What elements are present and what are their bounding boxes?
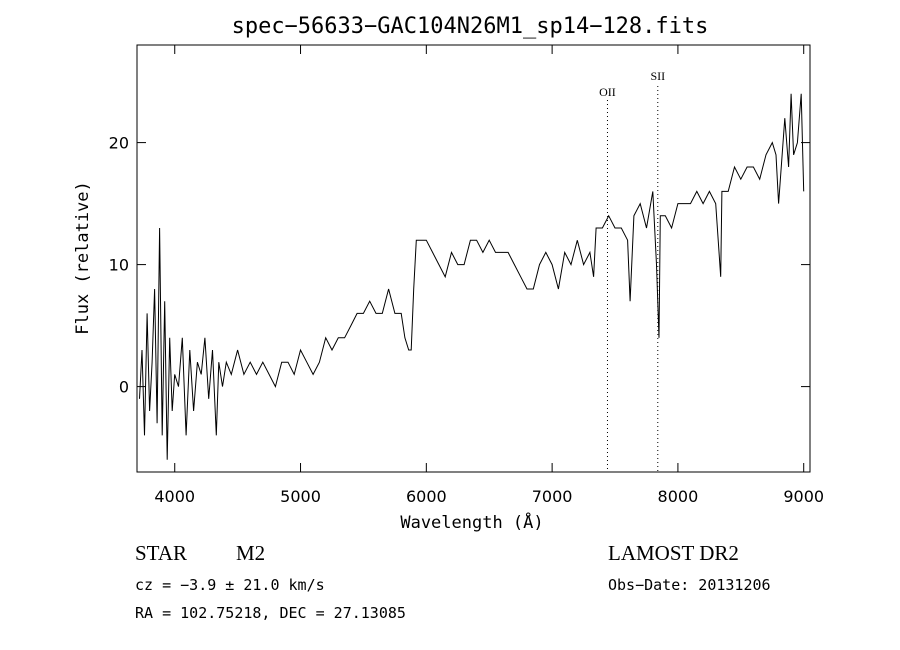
y-tick-label: 10 — [109, 256, 129, 275]
object-subclass: M2 — [236, 541, 266, 565]
y-tick-label: 20 — [109, 134, 129, 153]
plot-frame — [136, 44, 811, 473]
y-axis-ticks: 0 10 20 — [109, 134, 810, 397]
x-tick-label: 8000 — [658, 487, 699, 506]
annotation-label: SII — [650, 69, 665, 83]
x-axis-label: Wavelength (Å) — [400, 511, 543, 533]
x-axis-ticks: 4000 5000 6000 7000 8000 9000 — [154, 45, 824, 506]
y-tick-label: 0 — [119, 378, 129, 397]
obs-date-text: Obs−Date: 20131206 — [608, 576, 771, 594]
x-tick-label: 4000 — [154, 487, 195, 506]
x-tick-label: 9000 — [783, 487, 824, 506]
x-tick-label: 5000 — [280, 487, 321, 506]
annotations: OII SII — [599, 69, 665, 472]
object-class: STAR — [135, 541, 187, 565]
y-axis-label: Flux (relative) — [73, 181, 93, 335]
redshift-text: cz = −3.9 ± 21.0 km/s — [135, 576, 325, 594]
coords-text: RA = 102.75218, DEC = 27.13085 — [135, 604, 406, 622]
spectrum-series-line — [139, 93, 805, 460]
chart-title: spec−56633−GAC104N26M1_sp14−128.fits — [232, 14, 709, 39]
survey-name: LAMOST DR2 — [608, 541, 739, 565]
x-tick-label: 6000 — [406, 487, 447, 506]
x-tick-label: 7000 — [532, 487, 573, 506]
annotation-label: OII — [599, 85, 616, 99]
